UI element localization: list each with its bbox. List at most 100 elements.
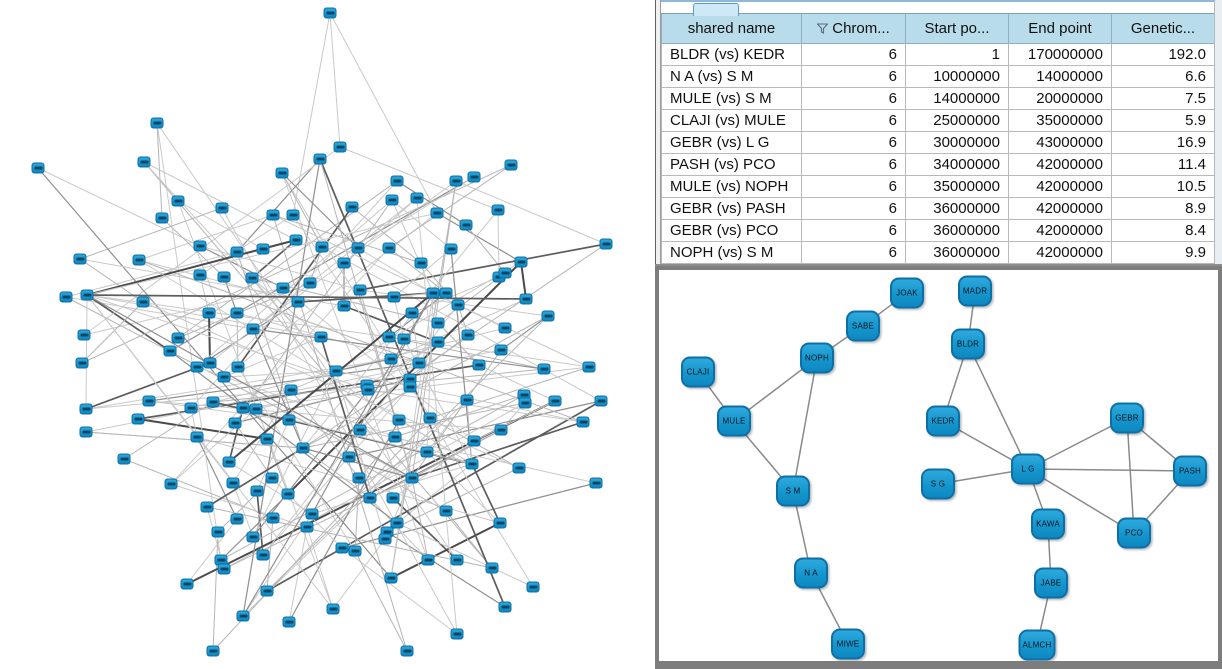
network-node[interactable]	[449, 175, 463, 187]
table-cell[interactable]: 36000000	[905, 219, 1009, 242]
network-node[interactable]	[337, 300, 351, 312]
network-node[interactable]	[460, 394, 474, 406]
network-node[interactable]	[537, 363, 551, 375]
network-node[interactable]	[444, 243, 458, 255]
network-node[interactable]	[286, 209, 300, 221]
node-mule[interactable]: MULE	[717, 405, 751, 437]
network-node[interactable]	[132, 254, 146, 266]
network-node[interactable]	[193, 269, 207, 281]
network-node[interactable]	[266, 512, 280, 524]
network-node[interactable]	[284, 384, 298, 396]
network-node[interactable]	[353, 424, 367, 436]
network-node[interactable]	[494, 424, 508, 436]
table-cell[interactable]: 6	[801, 131, 906, 154]
table-cell[interactable]: 6	[801, 65, 906, 88]
network-node[interactable]	[405, 307, 419, 319]
network-node[interactable]	[171, 332, 185, 344]
network-node[interactable]	[353, 284, 367, 296]
network-node[interactable]	[190, 361, 204, 373]
table-row[interactable]: N A (vs) S M 6 10000000 14000000 6.6	[661, 65, 1215, 88]
network-node[interactable]	[231, 361, 245, 373]
table-cell[interactable]: 36000000	[905, 197, 1009, 220]
node-kedr[interactable]: KEDR	[926, 405, 960, 437]
network-node[interactable]	[256, 243, 270, 255]
network-node[interactable]	[498, 601, 512, 613]
network-node[interactable]	[335, 542, 349, 554]
network-node[interactable]	[461, 329, 475, 341]
network-node[interactable]	[589, 477, 603, 489]
table-cell[interactable]: 6	[801, 109, 906, 132]
network-node[interactable]	[266, 209, 280, 221]
table-row[interactable]: BLDR (vs) KEDR 6 1 170000000 192.0	[661, 43, 1215, 66]
table-row[interactable]: GEBR (vs) PCO 6 36000000 42000000 8.4	[661, 219, 1215, 242]
network-node[interactable]	[184, 402, 198, 414]
network-node[interactable]	[203, 357, 217, 369]
network-node[interactable]	[163, 345, 177, 357]
network-node[interactable]	[342, 451, 356, 463]
table-row[interactable]: GEBR (vs) L G 6 30000000 43000000 16.9	[661, 131, 1215, 154]
table-cell[interactable]: 42000000	[1008, 197, 1112, 220]
subnetwork-canvas[interactable]: JOAK SABE NOPH CLAJI MULE S M N A MIWE MADR BLDR K…	[659, 270, 1218, 661]
table-row[interactable]: CLAJI (vs) MULE 6 25000000 35000000 5.9	[661, 109, 1215, 132]
table-row[interactable]: NOPH (vs) S M 6 36000000 42000000 9.9	[661, 241, 1215, 264]
network-node[interactable]	[323, 7, 337, 19]
network-node[interactable]	[281, 488, 295, 500]
node-claji[interactable]: CLAJI	[681, 356, 715, 388]
network-node[interactable]	[412, 357, 426, 369]
table-cell[interactable]: 10000000	[905, 65, 1009, 88]
network-node[interactable]	[190, 431, 204, 443]
network-node[interactable]	[164, 478, 178, 490]
network-node[interactable]	[215, 202, 229, 214]
network-node[interactable]	[345, 201, 359, 213]
network-node[interactable]	[405, 472, 419, 484]
network-node[interactable]	[594, 395, 608, 407]
network-node[interactable]	[249, 403, 263, 415]
network-node[interactable]	[230, 246, 244, 258]
network-node[interactable]	[80, 289, 94, 301]
table-cell[interactable]: 8.4	[1111, 219, 1215, 242]
table-row[interactable]: MULE (vs) NOPH 6 35000000 42000000 10.5	[661, 175, 1215, 198]
network-node[interactable]	[228, 417, 242, 429]
network-node[interactable]	[361, 384, 375, 396]
table-cell[interactable]: CLAJI (vs) MULE	[661, 109, 802, 132]
node-miwe[interactable]: MIWE	[831, 628, 865, 660]
network-node[interactable]	[548, 395, 562, 407]
network-node[interactable]	[303, 277, 317, 289]
network-node[interactable]	[400, 645, 414, 657]
column-header-2[interactable]: Start po...	[905, 13, 1009, 44]
network-node[interactable]	[378, 533, 392, 545]
table-cell[interactable]: 6	[801, 43, 906, 66]
network-node[interactable]	[305, 508, 319, 520]
table-cell[interactable]: 7.5	[1111, 87, 1215, 110]
table-cell[interactable]: 6	[801, 175, 906, 198]
table-cell[interactable]: 42000000	[1008, 241, 1112, 264]
table-cell[interactable]: GEBR (vs) PCO	[661, 219, 802, 242]
network-node[interactable]	[282, 616, 296, 628]
network-node[interactable]	[430, 207, 444, 219]
column-header-1[interactable]: Chrom...	[801, 13, 906, 44]
network-node[interactable]	[431, 317, 445, 329]
network-node[interactable]	[390, 175, 404, 187]
network-node[interactable]	[79, 403, 93, 415]
network-node[interactable]	[217, 563, 231, 575]
network-node[interactable]	[351, 242, 365, 254]
network-node[interactable]	[472, 359, 486, 371]
network-node[interactable]	[206, 396, 220, 408]
table-row[interactable]: PASH (vs) PCO 6 34000000 42000000 11.4	[661, 153, 1215, 176]
network-node[interactable]	[211, 526, 225, 538]
network-node[interactable]	[326, 603, 340, 615]
network-node[interactable]	[518, 397, 532, 409]
table-cell[interactable]: 192.0	[1111, 43, 1215, 66]
network-node[interactable]	[314, 331, 328, 343]
network-node[interactable]	[313, 153, 327, 165]
network-node[interactable]	[236, 610, 250, 622]
network-node[interactable]	[171, 195, 185, 207]
network-node[interactable]	[467, 171, 481, 183]
network-node[interactable]	[193, 240, 207, 252]
table-cell[interactable]: 35000000	[905, 175, 1009, 198]
network-node[interactable]	[79, 426, 93, 438]
network-node[interactable]	[382, 242, 396, 254]
network-node[interactable]	[137, 156, 151, 168]
network-node[interactable]	[386, 492, 400, 504]
table-cell[interactable]: 30000000	[905, 131, 1009, 154]
